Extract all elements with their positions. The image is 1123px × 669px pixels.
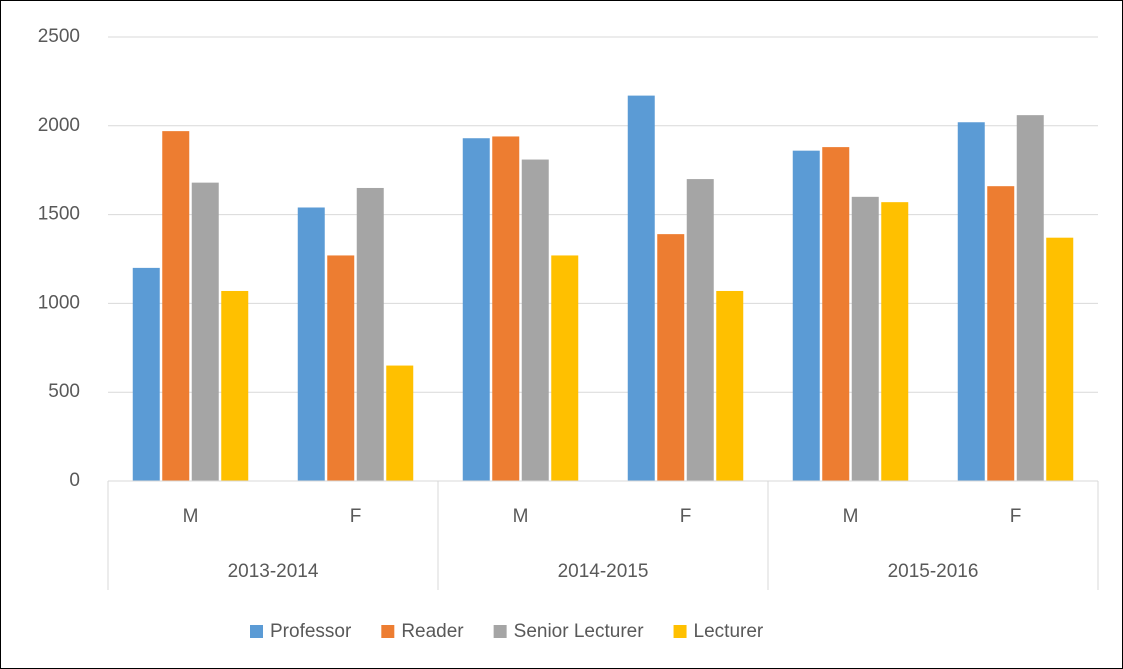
bar — [881, 202, 909, 481]
legend-label: Lecturer — [694, 621, 764, 642]
bar — [521, 159, 549, 481]
bar — [327, 255, 355, 481]
bar — [221, 290, 249, 481]
bar — [822, 147, 850, 481]
y-tick-label: 2000 — [38, 115, 80, 136]
y-tick-label: 500 — [48, 381, 80, 402]
legend-label: Senior Lecturer — [514, 621, 645, 642]
group-label: 2015-2016 — [888, 561, 979, 582]
bar — [297, 207, 325, 481]
group-label: 2013-2014 — [228, 561, 319, 582]
bar — [987, 186, 1015, 481]
legend-swatch — [673, 625, 687, 638]
bar — [162, 131, 190, 482]
group-label: 2014-2015 — [558, 561, 649, 582]
legend-label: Professor — [270, 621, 352, 642]
legend-swatch — [250, 625, 263, 638]
bar — [1046, 237, 1074, 481]
x-tick-label: M — [513, 506, 529, 527]
bar — [356, 187, 384, 481]
legend-label: Reader — [401, 621, 464, 642]
bar — [627, 95, 655, 481]
bar — [957, 122, 985, 482]
bar — [792, 150, 820, 481]
bar — [1016, 115, 1044, 482]
legend-swatch — [493, 625, 507, 638]
bar — [686, 179, 714, 481]
y-tick-label: 1500 — [38, 204, 80, 225]
x-tick-label: F — [350, 506, 362, 527]
bar — [462, 138, 490, 481]
y-tick-label: 0 — [69, 470, 80, 491]
bar — [132, 267, 160, 481]
x-tick-label: F — [1010, 506, 1022, 527]
bar — [191, 182, 219, 481]
bar — [386, 365, 414, 481]
y-tick-label: 1000 — [38, 292, 80, 313]
bar — [851, 196, 879, 481]
y-tick-label: 2500 — [38, 26, 80, 47]
legend-swatch — [381, 625, 395, 638]
bar — [657, 234, 685, 481]
x-tick-label: M — [183, 506, 199, 527]
bar — [716, 290, 744, 481]
x-tick-label: M — [843, 506, 859, 527]
x-tick-label: F — [680, 506, 692, 527]
bar — [551, 255, 579, 481]
bar — [492, 136, 520, 481]
